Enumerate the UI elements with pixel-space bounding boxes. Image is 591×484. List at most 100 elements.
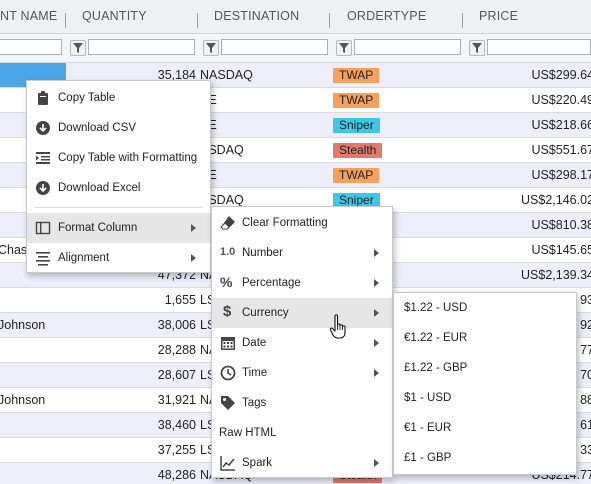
column-resize-handle[interactable] (65, 13, 66, 28)
cell-quantity: 37,255 (157, 443, 196, 457)
clipboard-icon (38, 91, 48, 105)
cell-quantity: 1,655 (164, 293, 196, 307)
submenu-arrow-icon (374, 279, 379, 287)
cell-price: US$218.66 (531, 118, 591, 132)
menu-divider (35, 207, 203, 208)
menu-item-clear-formatting[interactable]: Clear Formatting (212, 208, 392, 238)
ordertype-badge: TWAP (333, 168, 380, 183)
menu-item-date[interactable]: Date (212, 328, 392, 358)
cell-price: US$2,146.02 (521, 193, 591, 207)
column-resize-handle[interactable] (462, 13, 463, 28)
filter-input-ordertype[interactable] (354, 39, 461, 55)
percent-icon: % (220, 274, 233, 290)
cell-price: 33 (580, 443, 591, 457)
cell-quantity: 38,006 (157, 318, 196, 332)
sparkline-icon (220, 456, 235, 471)
cell-price: 70 (580, 368, 591, 382)
tag-icon (221, 396, 235, 410)
cell-price: US$551.67 (531, 143, 591, 157)
format-column-submenu: Clear Formatting 1.0 Number % Percentage… (211, 206, 393, 478)
cell-quantity: 28,607 (157, 368, 196, 382)
filter-button-quantity[interactable] (70, 40, 86, 56)
menu-item-raw-html[interactable]: Raw HTML (219, 427, 277, 439)
filter-input-account-name[interactable] (0, 39, 62, 55)
cell-price: 77 (580, 343, 591, 357)
copy-formatted-icon (36, 152, 50, 164)
cell-quantity: 48,286 (157, 468, 196, 482)
grid-header: NT NAME QUANTITY DESTINATION ORDERTYPE P… (0, 0, 591, 34)
dollar-icon: $ (223, 303, 232, 320)
cell-price: US$145.65 (531, 243, 591, 257)
column-header-price[interactable]: PRICE (479, 9, 519, 23)
column-header-quantity[interactable]: QUANTITY (82, 9, 147, 23)
column-header-destination[interactable]: DESTINATION (214, 9, 300, 23)
cell-price: 88 (580, 393, 591, 407)
filter-button-price[interactable] (469, 40, 485, 56)
submenu-arrow-icon (191, 224, 196, 232)
menu-item-download-excel[interactable]: Download Excel (27, 173, 210, 203)
funnel-icon (472, 43, 482, 53)
context-menu: Copy Table Download CSV Copy Table with … (26, 80, 211, 273)
submenu-arrow-icon (374, 459, 379, 467)
eraser-icon (220, 216, 235, 230)
cell-destination: NASDAQ (200, 68, 253, 82)
column-header-account-name[interactable]: NT NAME (0, 9, 58, 23)
menu-item-spark[interactable]: Spark (212, 448, 392, 478)
menu-item-currency[interactable]: $ Currency (212, 298, 392, 328)
menu-item-format-column[interactable]: Format Column (27, 213, 210, 243)
filter-input-quantity[interactable] (88, 39, 195, 55)
cell-quantity: 38,460 (157, 418, 196, 432)
menu-item-copy-table[interactable]: Copy Table (27, 83, 210, 113)
menu-item-tags[interactable]: Tags (212, 388, 392, 418)
filter-row (0, 34, 591, 63)
submenu-arrow-icon (191, 254, 196, 262)
cell-quantity: 28,288 (157, 343, 196, 357)
menu-item-number[interactable]: 1.0 Number (212, 238, 392, 268)
menu-item-time[interactable]: Time (212, 358, 392, 388)
column-resize-handle[interactable] (197, 13, 198, 28)
menu-item-currency-eur[interactable]: €1 - EUR (404, 422, 452, 434)
align-icon (36, 252, 50, 266)
column-resize-handle[interactable] (329, 13, 330, 28)
cell-price: US$810.38 (531, 218, 591, 232)
funnel-icon (206, 43, 216, 53)
menu-item-alignment[interactable]: Alignment (27, 243, 210, 273)
hand-cursor-icon (329, 314, 346, 339)
cell-price: US$299.64 (531, 68, 591, 82)
menu-item-currency-usd-decimal[interactable]: $1.22 - USD (404, 302, 468, 314)
filter-input-destination[interactable] (221, 39, 328, 55)
cell-price: 92 (580, 318, 591, 332)
ordertype-badge: TWAP (333, 68, 380, 83)
menu-item-percentage[interactable]: % Percentage (212, 268, 392, 298)
cell-account-name: Johnson (0, 318, 46, 332)
menu-item-currency-gbp-decimal[interactable]: £1.22 - GBP (404, 362, 468, 374)
cell-quantity: 31,921 (157, 393, 196, 407)
submenu-arrow-icon (374, 369, 379, 377)
cell-price: 93 (580, 293, 591, 307)
menu-item-currency-usd[interactable]: $1 - USD (404, 392, 452, 404)
menu-item-download-csv[interactable]: Download CSV (27, 113, 210, 143)
calendar-icon (221, 337, 235, 350)
cell-price: US$2,139.34 (521, 268, 591, 282)
cell-account-name: Johnson (0, 393, 46, 407)
cell-quantity: 35,184 (157, 68, 196, 82)
filter-button-destination[interactable] (203, 40, 219, 56)
funnel-icon (73, 43, 83, 53)
download-circle-icon (36, 181, 50, 195)
filter-input-price[interactable] (487, 39, 591, 55)
clock-icon (220, 365, 236, 381)
ordertype-badge: Sniper (333, 193, 380, 208)
cell-price: 61 (580, 418, 591, 432)
menu-item-currency-eur-decimal[interactable]: €1.22 - EUR (404, 332, 468, 344)
submenu-arrow-icon (374, 309, 379, 317)
number-icon: 1.0 (220, 246, 236, 258)
currency-submenu: $1.22 - USD €1.22 - EUR £1.22 - GBP $1 -… (393, 292, 577, 475)
submenu-arrow-icon (374, 339, 379, 347)
filter-button-ordertype[interactable] (336, 40, 352, 56)
funnel-icon (339, 43, 349, 53)
column-header-ordertype[interactable]: ORDERTYPE (347, 9, 427, 23)
menu-item-currency-gbp[interactable]: £1 - GBP (404, 452, 452, 464)
submenu-arrow-icon (374, 249, 379, 257)
menu-item-copy-table-with-formatting[interactable]: Copy Table with Formatting (27, 143, 210, 173)
cell-account-name: Chase (0, 243, 35, 257)
